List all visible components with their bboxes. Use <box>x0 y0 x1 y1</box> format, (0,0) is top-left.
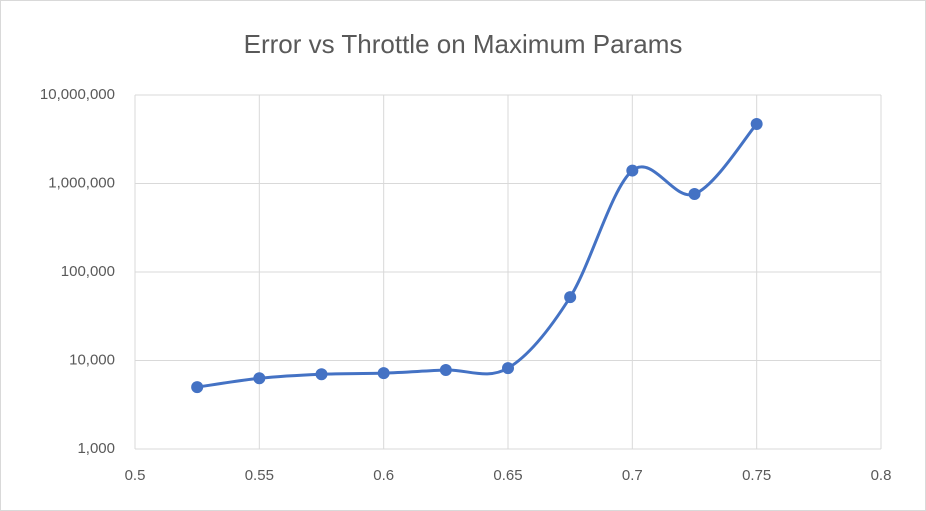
y-tick-label: 10,000,000 <box>40 86 115 103</box>
data-point <box>750 118 763 131</box>
data-point <box>377 367 390 380</box>
y-tick-label: 1,000,000 <box>48 174 115 191</box>
data-point <box>502 362 514 375</box>
x-tick-label: 0.6 <box>373 467 394 484</box>
chart-title: Error vs Throttle on Maximum Params <box>244 29 683 59</box>
x-tick-label: 0.75 <box>742 467 771 484</box>
data-point <box>191 381 204 394</box>
data-point <box>564 291 577 304</box>
data-point <box>439 364 452 377</box>
data-point <box>688 188 701 201</box>
data-point <box>315 368 328 381</box>
x-tick-label: 0.65 <box>493 467 522 484</box>
data-point <box>253 372 266 385</box>
x-tick-label: 0.8 <box>871 467 892 484</box>
y-tick-label: 1,000 <box>77 440 115 457</box>
x-tick-label: 0.55 <box>245 467 274 484</box>
x-tick-label: 0.5 <box>125 467 146 484</box>
data-point <box>626 164 639 177</box>
y-tick-label: 10,000 <box>69 351 115 368</box>
x-tick-label: 0.7 <box>622 467 643 484</box>
y-tick-label: 100,000 <box>61 263 115 280</box>
